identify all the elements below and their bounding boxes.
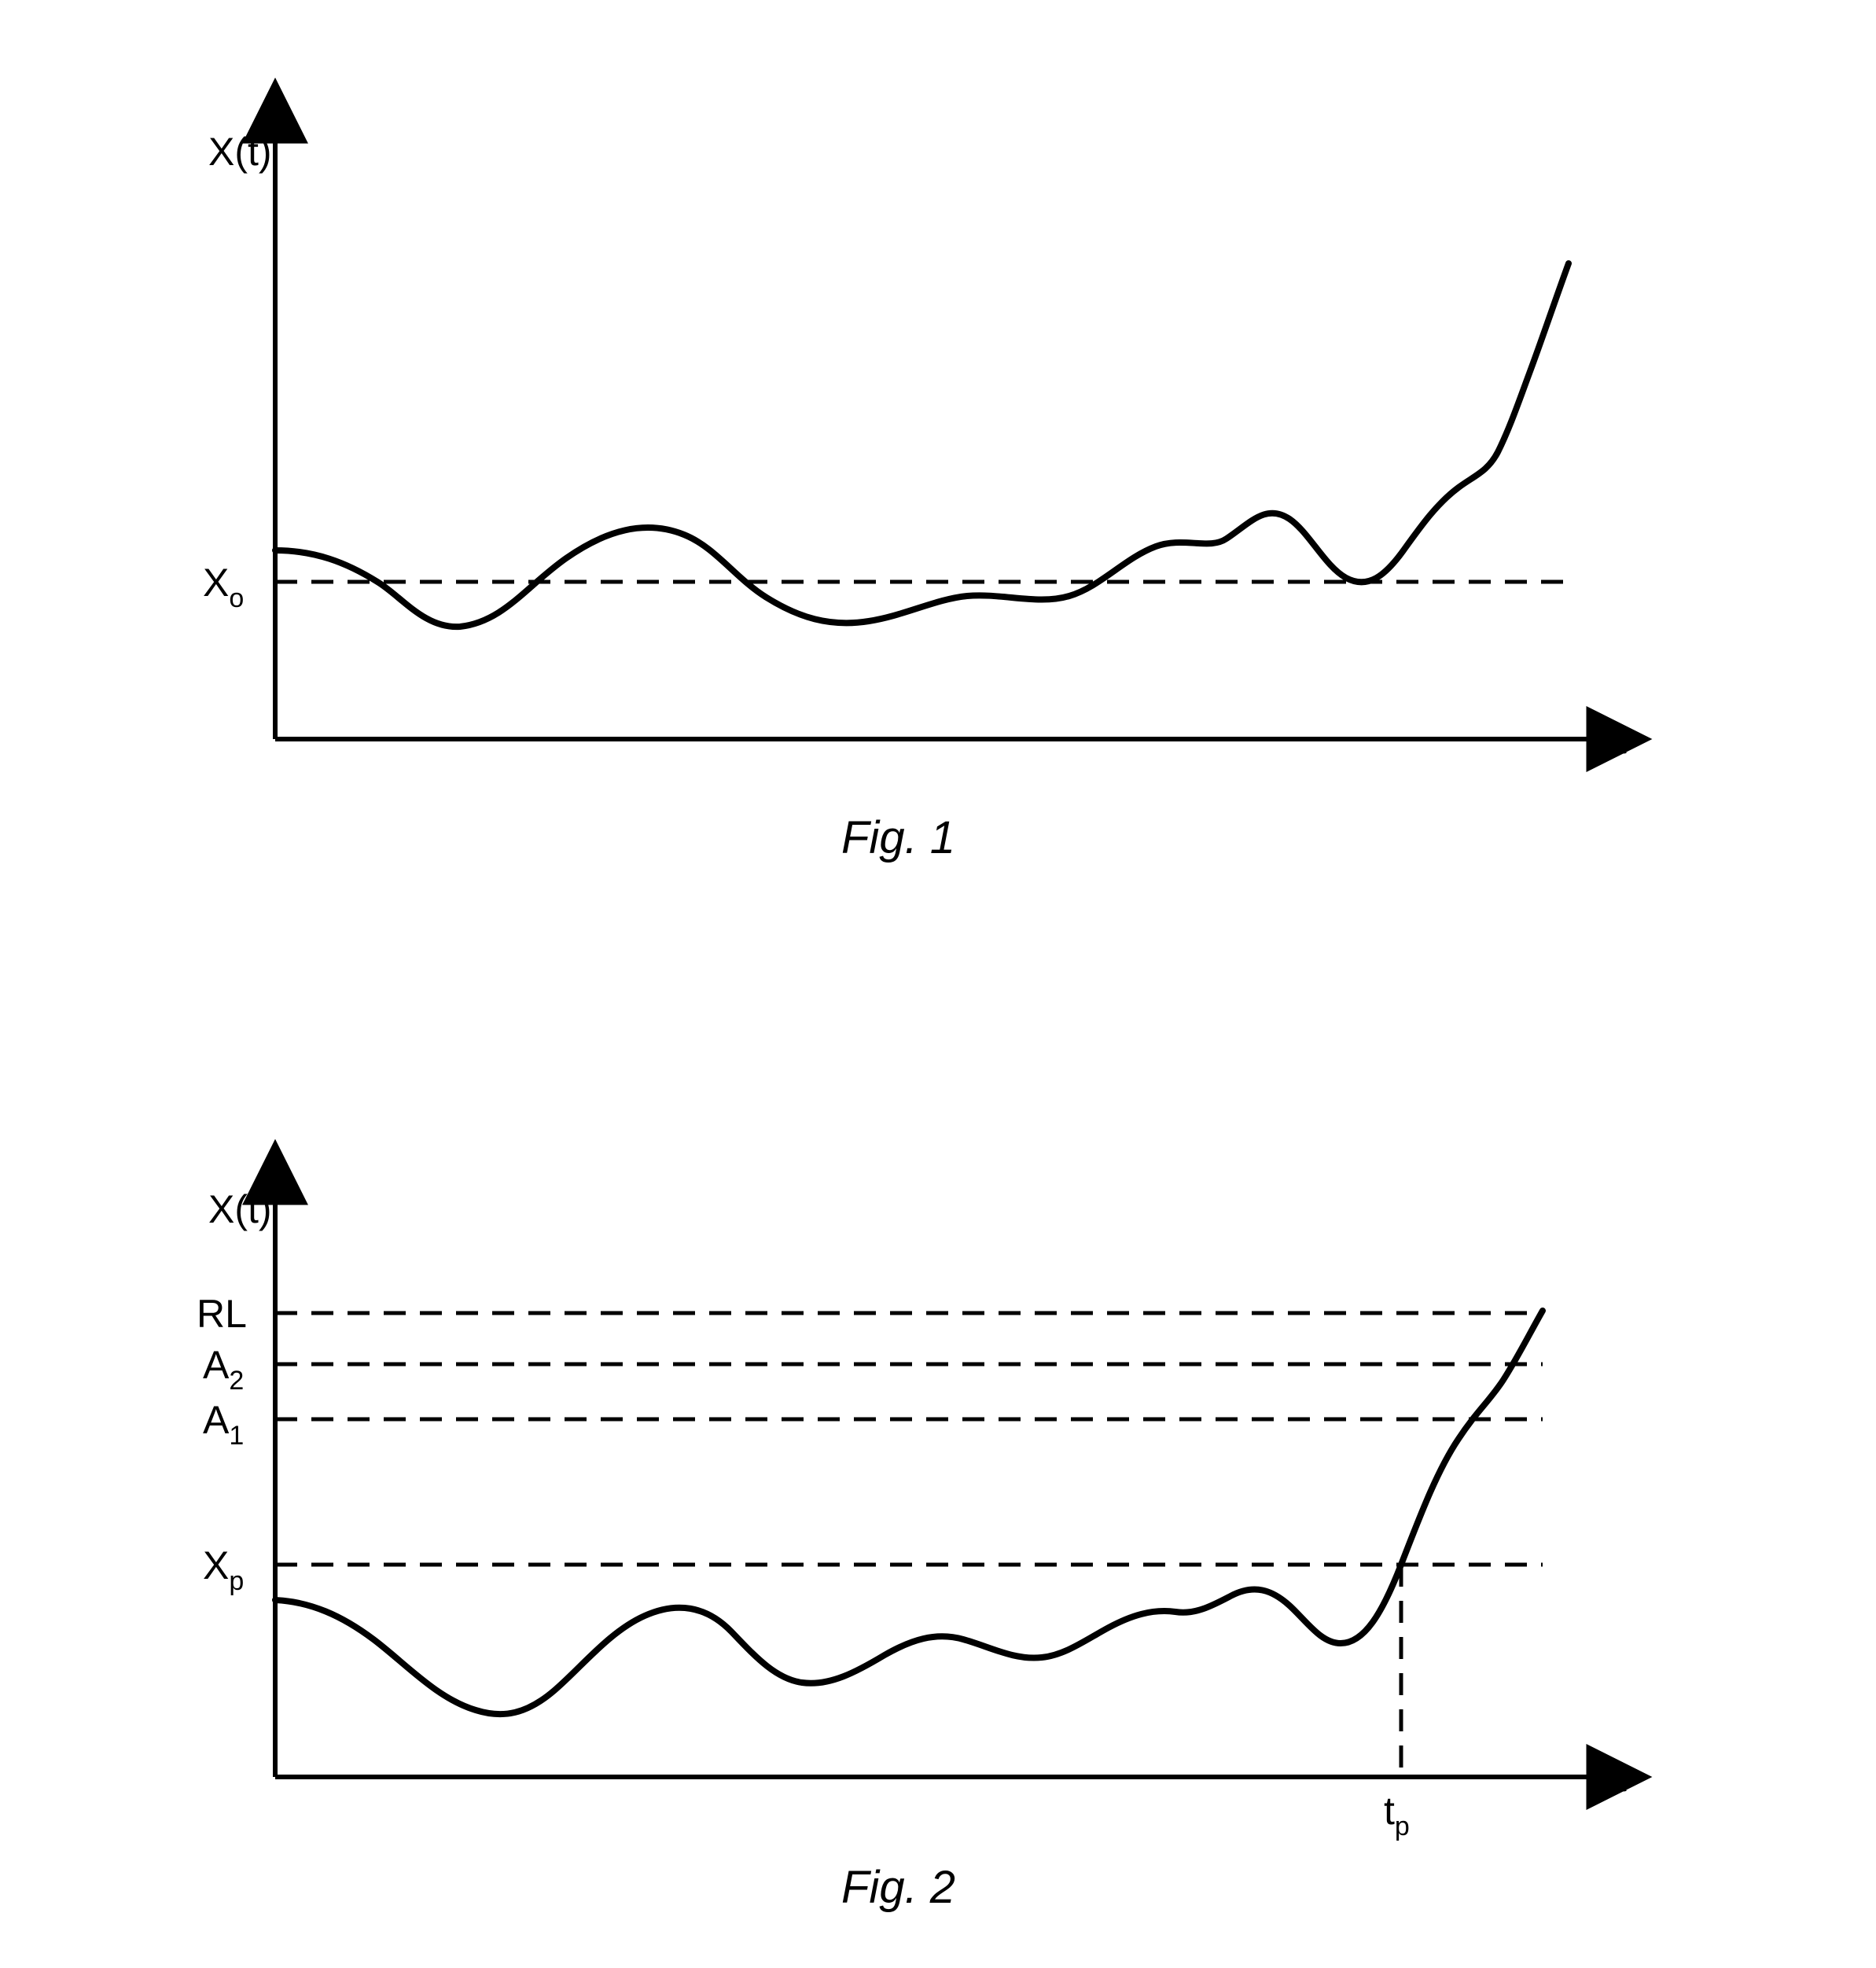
fig2-tp-label: tp — [1384, 1789, 1410, 1841]
fig2-rl-label: RL — [197, 1292, 247, 1336]
fig2-a2-label: A2 — [203, 1343, 244, 1396]
fig2-xp-label: Xp — [203, 1543, 244, 1596]
fig2-caption: Fig. 2 — [841, 1862, 955, 1913]
fig-2: X(t) t RL A2 A1 Xp tp Fig. 2 — [197, 1187, 1627, 1913]
figure-canvas: X(t) t Xo Fig. 1 X(t) t RL A2 A1 — [0, 0, 1876, 1968]
fig1-curve — [275, 263, 1569, 627]
fig2-curve — [275, 1311, 1543, 1714]
fig1-x-label: t — [1616, 718, 1627, 762]
fig1-xo-label: Xo — [203, 561, 244, 613]
fig1-caption: Fig. 1 — [841, 812, 955, 863]
fig1-y-label: X(t) — [208, 130, 272, 174]
fig2-y-label: X(t) — [208, 1187, 272, 1231]
fig-1: X(t) t Xo Fig. 1 — [203, 130, 1627, 863]
fig2-x-label: t — [1616, 1756, 1627, 1800]
fig2-a1-label: A1 — [203, 1398, 244, 1451]
